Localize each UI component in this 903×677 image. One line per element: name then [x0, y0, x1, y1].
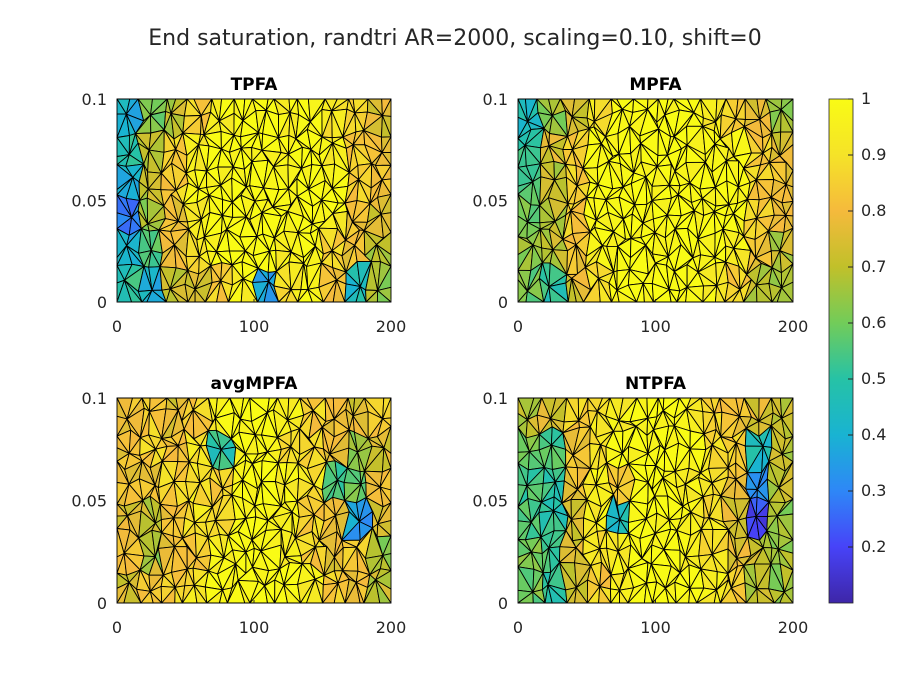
x-tick-label: 200 — [778, 317, 809, 336]
mesh-cell — [375, 579, 392, 604]
x-tick-label: 100 — [239, 317, 270, 336]
mesh-cell — [237, 579, 251, 604]
subplot-title: TPFA — [231, 75, 279, 95]
mesh-cell — [376, 290, 392, 303]
mesh-cell — [730, 587, 747, 604]
mesh-cell — [283, 584, 301, 604]
mesh-cell — [685, 286, 704, 303]
mesh-cell — [756, 588, 775, 604]
subplot-ntpfa: NTPFA 0 100 200 0 0.05 0.1 — [472, 374, 808, 637]
mesh — [116, 98, 392, 303]
y-tick-label: 0.05 — [472, 192, 508, 211]
colorbar-tick-label: 0.3 — [861, 481, 886, 500]
mesh-cell — [124, 279, 143, 303]
mesh-cell — [194, 288, 206, 303]
mesh-cell — [668, 289, 678, 303]
mesh-cell — [532, 591, 546, 604]
mesh-cell — [149, 590, 163, 604]
mesh-cell — [776, 287, 794, 303]
colorbar-tick-label: 1 — [861, 89, 871, 108]
x-tick-label: 0 — [112, 618, 122, 637]
mesh-cell — [525, 290, 545, 303]
x-tick-label: 100 — [640, 618, 671, 637]
y-tick-label: 0.05 — [472, 492, 508, 511]
y-tick-label: 0 — [97, 594, 107, 613]
subplot-mpfa: MPFA 0 100 200 0 0.05 0.1 — [472, 75, 808, 336]
y-tick-label: 0.1 — [82, 90, 107, 109]
x-tick-label: 200 — [376, 317, 407, 336]
y-tick-label: 0.1 — [483, 389, 508, 408]
mesh-cell — [219, 589, 228, 604]
x-tick-label: 200 — [376, 618, 407, 637]
y-tick-label: 0 — [498, 293, 508, 312]
colorbar-bar — [828, 98, 854, 604]
mesh-cell — [169, 288, 189, 303]
mesh — [116, 397, 392, 604]
mesh-cell — [193, 584, 208, 604]
mesh-cell — [264, 585, 276, 604]
x-tick-label: 0 — [112, 317, 122, 336]
y-tick-label: 0.05 — [71, 192, 107, 211]
mesh-cell — [598, 277, 613, 303]
mesh-cell — [643, 582, 653, 604]
mesh — [517, 397, 794, 604]
x-tick-label: 0 — [513, 618, 523, 637]
colorbar-tick-label: 0.8 — [861, 201, 886, 220]
mesh-cell — [665, 587, 677, 604]
mesh-cell — [146, 289, 167, 303]
colorbar-tick-label: 0.5 — [861, 369, 886, 388]
mesh-cell — [332, 279, 346, 303]
mesh-cell — [123, 582, 142, 604]
y-tick-label: 0 — [498, 594, 508, 613]
mesh-cell — [714, 285, 726, 303]
colorbar-tick-label: 0.7 — [861, 257, 886, 276]
mesh-cell — [642, 282, 654, 303]
y-tick-label: 0.05 — [71, 492, 107, 511]
colorbar-tick-label: 0.2 — [861, 537, 886, 556]
subplot-avgmpfa: avgMPFA 0 100 200 0 0.05 0.1 — [71, 374, 406, 637]
y-tick-label: 0 — [97, 293, 107, 312]
mesh-cell — [598, 586, 612, 604]
y-tick-label: 0.1 — [82, 389, 107, 408]
x-tick-label: 100 — [239, 618, 270, 637]
mesh-cell — [174, 586, 183, 604]
subplot-title: NTPFA — [625, 374, 687, 394]
mesh-cell — [548, 286, 569, 303]
y-tick-label: 0.1 — [483, 90, 508, 109]
mesh-cell — [755, 284, 773, 303]
mesh-cell — [731, 289, 745, 303]
mesh-cell — [713, 589, 721, 604]
mesh-cell — [571, 277, 584, 303]
mesh-cell — [547, 584, 568, 604]
colorbar-tick-label: 0.6 — [861, 313, 886, 332]
mesh-cell — [333, 582, 346, 604]
x-tick-label: 200 — [778, 618, 809, 637]
subplot-title: avgMPFA — [211, 374, 299, 394]
mesh-cell — [355, 286, 367, 303]
subplot-tpfa: TPFA 0 100 200 0 0.05 0.1 — [71, 75, 406, 336]
figure-title: End saturation, randtri AR=2000, scaling… — [148, 26, 761, 51]
x-tick-label: 100 — [640, 317, 671, 336]
mesh-cell — [307, 288, 324, 303]
subplot-title: MPFA — [629, 75, 682, 95]
mesh-cell — [285, 289, 299, 303]
mesh-cell — [263, 280, 280, 303]
mesh-cell — [616, 289, 638, 303]
colorbar-tick-label: 0.4 — [861, 425, 886, 444]
mesh-cell — [216, 280, 229, 303]
colorbar-tick-label: 0.9 — [861, 145, 886, 164]
mesh-cell — [355, 582, 365, 604]
mesh-cell — [779, 591, 794, 604]
mesh — [517, 98, 794, 303]
mesh-cell — [306, 578, 324, 604]
mesh-cell — [574, 587, 588, 604]
colorbar: 0.2 0.3 0.4 0.5 0.6 0.7 0.8 0.9 1 — [828, 89, 886, 604]
mesh-cell — [688, 587, 698, 604]
mesh-cell — [619, 589, 629, 604]
x-tick-label: 0 — [513, 317, 523, 336]
mesh-cell — [240, 278, 259, 303]
